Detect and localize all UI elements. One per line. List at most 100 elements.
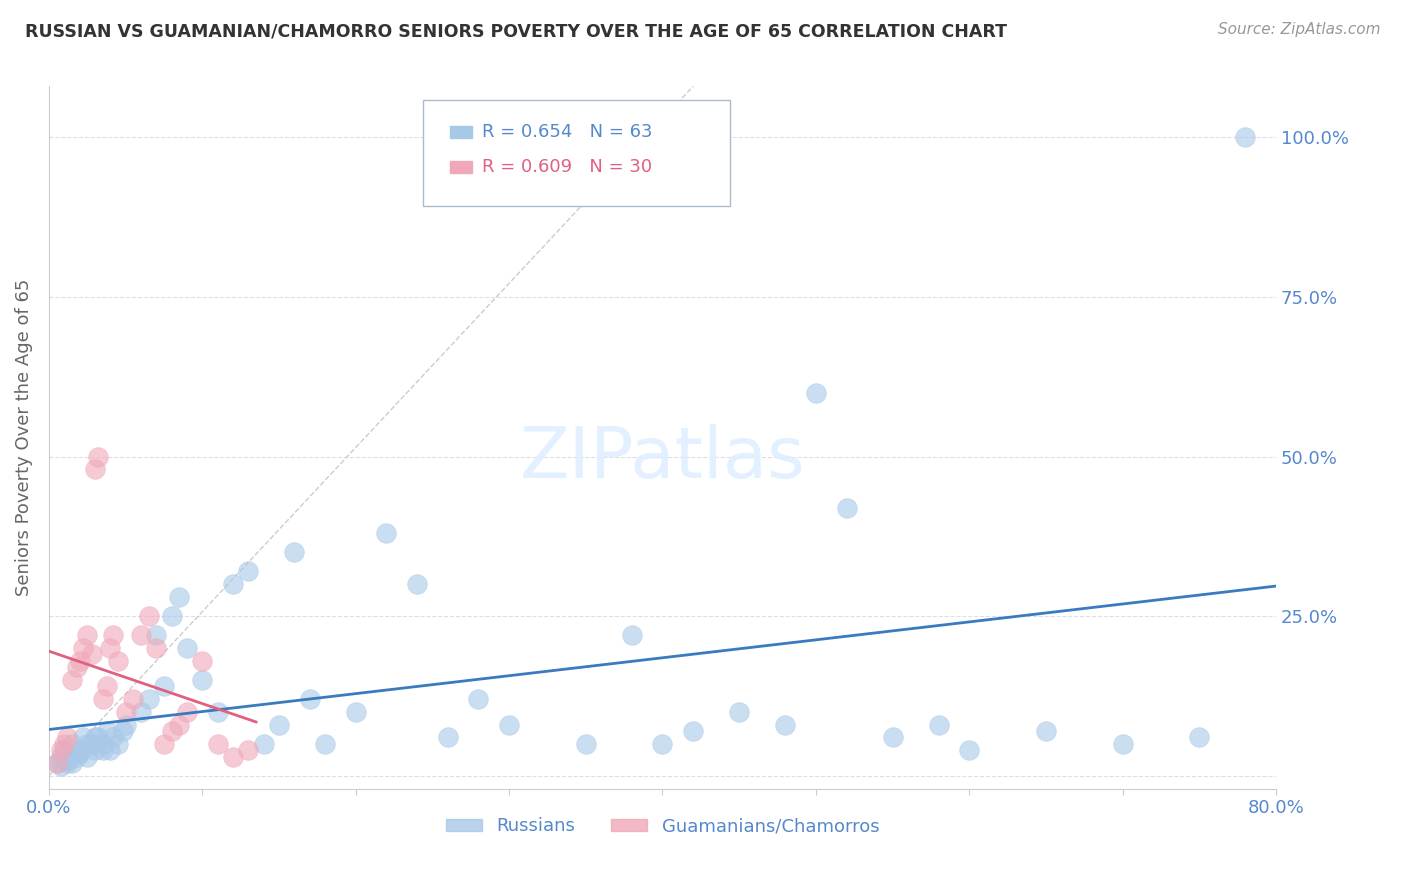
Point: [107, 737, 129, 751]
Point: [1035, 724, 1057, 739]
Point: [145, 641, 167, 656]
Point: [111, 724, 134, 739]
Point: [91, 743, 114, 757]
Point: [96, 724, 118, 739]
Point: [207, 705, 229, 719]
Point: [138, 609, 160, 624]
Point: [76, 628, 98, 642]
Point: [69, 747, 91, 761]
Text: ZIPatlas: ZIPatlas: [520, 424, 806, 493]
Point: [129, 628, 152, 642]
Point: [84, 743, 107, 757]
Point: [51, 743, 73, 757]
Point: [804, 385, 827, 400]
Point: [176, 641, 198, 656]
Point: [375, 526, 398, 541]
Point: [145, 628, 167, 642]
Point: [60, 737, 83, 751]
Point: [153, 680, 176, 694]
Point: [91, 737, 114, 751]
Y-axis label: Seniors Poverty Over the Age of 65: Seniors Poverty Over the Age of 65: [15, 279, 32, 596]
Point: [298, 692, 321, 706]
Text: Source: ZipAtlas.com: Source: ZipAtlas.com: [1218, 22, 1381, 37]
Point: [467, 692, 489, 706]
Point: [76, 737, 98, 751]
Point: [160, 724, 183, 739]
Point: [72, 731, 94, 745]
Point: [65, 749, 87, 764]
Point: [96, 680, 118, 694]
Bar: [450, 161, 472, 173]
Point: [107, 654, 129, 668]
Point: [51, 749, 73, 764]
Point: [80, 648, 103, 662]
Point: [682, 724, 704, 739]
Point: [56, 753, 79, 767]
Point: [65, 660, 87, 674]
Point: [575, 737, 598, 751]
Point: [1234, 130, 1257, 145]
Point: [928, 717, 950, 731]
Point: [436, 731, 458, 745]
Point: [176, 705, 198, 719]
Point: [222, 577, 245, 591]
Point: [191, 654, 214, 668]
Point: [207, 737, 229, 751]
Point: [60, 673, 83, 687]
Text: R = 0.654   N = 63: R = 0.654 N = 63: [482, 123, 652, 141]
Point: [620, 628, 643, 642]
Point: [84, 731, 107, 745]
Point: [283, 545, 305, 559]
Point: [103, 628, 125, 642]
Point: [238, 743, 260, 757]
Point: [84, 462, 107, 476]
Point: [56, 756, 79, 770]
Point: [169, 590, 191, 604]
Legend: Russians, Guamanians/Chamorros: Russians, Guamanians/Chamorros: [439, 810, 887, 843]
Point: [69, 743, 91, 757]
Point: [114, 705, 136, 719]
Point: [76, 749, 98, 764]
Point: [53, 737, 76, 751]
Point: [882, 731, 904, 745]
FancyBboxPatch shape: [423, 101, 730, 206]
Text: R = 0.609   N = 30: R = 0.609 N = 30: [482, 158, 652, 176]
Point: [222, 749, 245, 764]
Point: [60, 756, 83, 770]
Point: [835, 500, 858, 515]
Point: [498, 717, 520, 731]
Point: [122, 692, 145, 706]
Point: [56, 731, 79, 745]
Point: [51, 759, 73, 773]
Point: [45, 756, 67, 770]
Point: [114, 717, 136, 731]
Point: [238, 565, 260, 579]
Point: [129, 705, 152, 719]
Point: [91, 692, 114, 706]
Point: [138, 692, 160, 706]
Point: [651, 737, 673, 751]
Point: [728, 705, 751, 719]
Point: [191, 673, 214, 687]
Point: [45, 756, 67, 770]
Text: RUSSIAN VS GUAMANIAN/CHAMORRO SENIORS POVERTY OVER THE AGE OF 65 CORRELATION CHA: RUSSIAN VS GUAMANIAN/CHAMORRO SENIORS PO…: [25, 22, 1007, 40]
Point: [957, 743, 980, 757]
Point: [87, 450, 110, 464]
Point: [153, 737, 176, 751]
Point: [160, 609, 183, 624]
Point: [267, 717, 290, 731]
Bar: [450, 126, 472, 138]
Point: [314, 737, 336, 751]
Point: [1111, 737, 1133, 751]
Point: [98, 743, 121, 757]
Point: [53, 743, 76, 757]
Point: [1188, 731, 1211, 745]
Point: [87, 731, 110, 745]
Point: [80, 737, 103, 751]
Point: [169, 717, 191, 731]
Point: [72, 641, 94, 656]
Point: [253, 737, 276, 751]
Point: [103, 731, 125, 745]
Point: [406, 577, 429, 591]
Point: [98, 641, 121, 656]
